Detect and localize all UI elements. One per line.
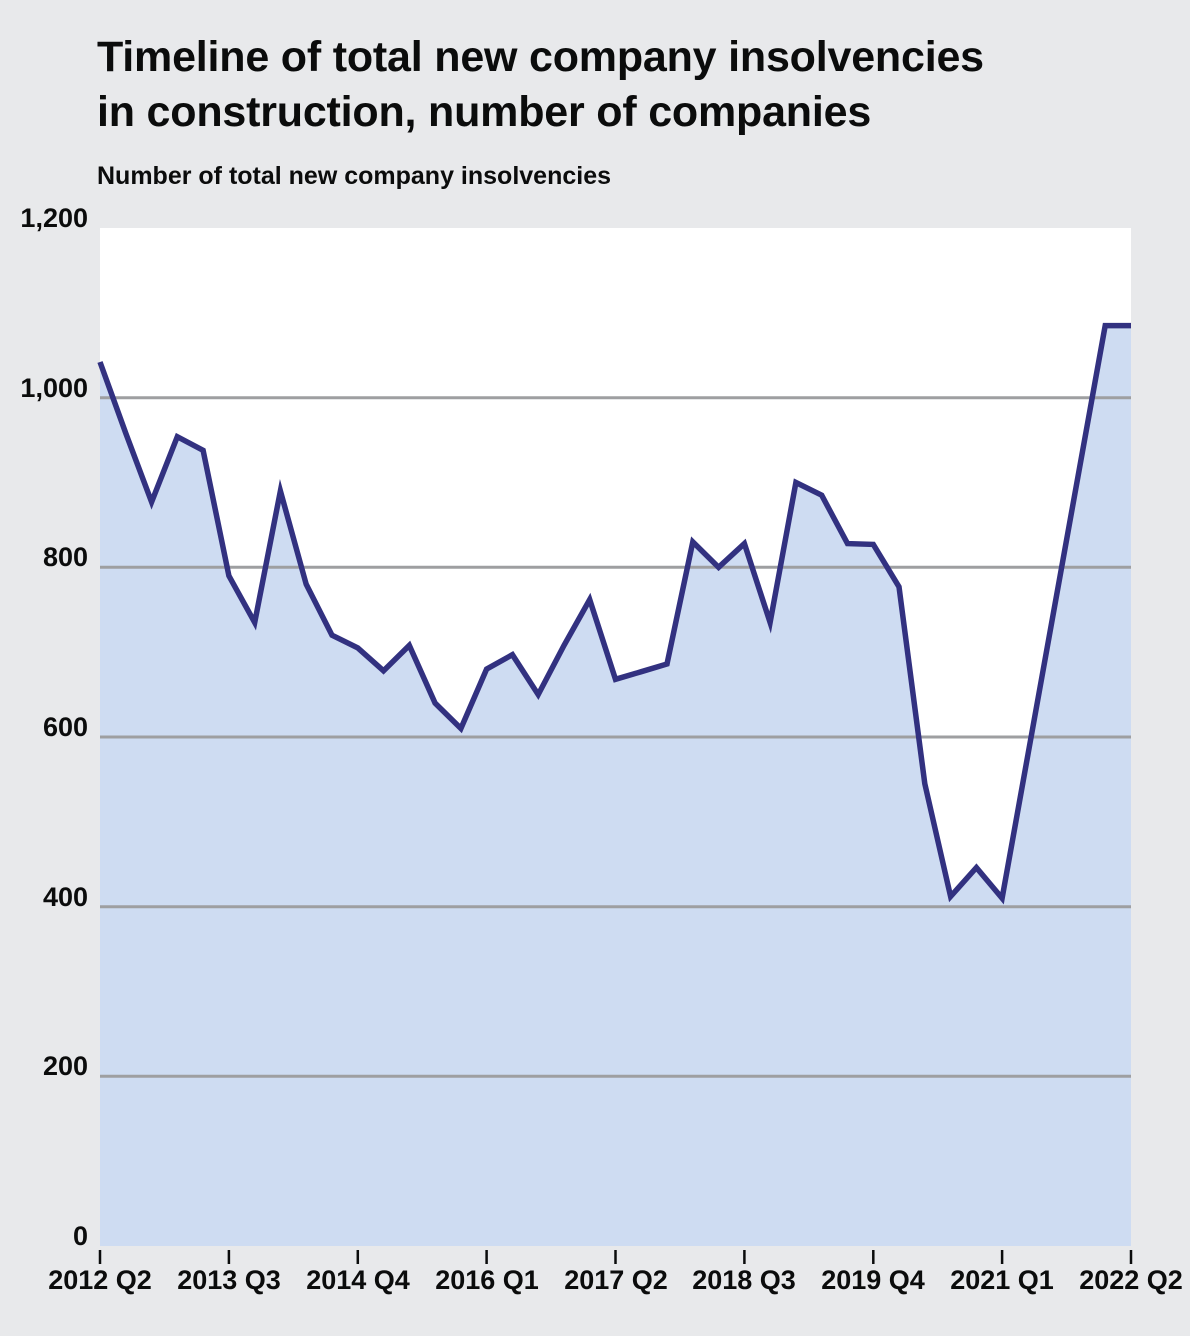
- y-axis-label-1200: 1,200: [20, 203, 88, 233]
- y-axis-label-1000: 1,000: [20, 373, 88, 403]
- x-axis-label-2022-q2: 2022 Q2: [1079, 1265, 1183, 1295]
- x-axis-label-2014-q4: 2014 Q4: [306, 1265, 410, 1295]
- y-axis-label-0: 0: [72, 1221, 88, 1251]
- y-axis-label-400: 400: [42, 882, 88, 912]
- y-axis-label-200: 200: [42, 1051, 88, 1081]
- x-axis-label-2012-q2: 2012 Q2: [48, 1265, 152, 1295]
- insolvencies-line: [97, 322, 1131, 905]
- x-axis-label-2018-q3: 2018 Q3: [692, 1265, 796, 1295]
- x-axis-label-2019-q4: 2019 Q4: [821, 1265, 925, 1295]
- x-axis-label-2017-q2: 2017 Q2: [564, 1265, 668, 1295]
- x-axis-label-2021-q1: 2021 Q1: [950, 1265, 1054, 1295]
- y-axis-label-600: 600: [42, 712, 88, 742]
- x-axis-label-2016-q1: 2016 Q1: [435, 1265, 539, 1295]
- chart-subtitle: Number of total new company insolvencies: [97, 162, 612, 190]
- y-axis-label-800: 800: [42, 542, 88, 572]
- area-fill: [100, 325, 1131, 1247]
- chart-title: Timeline of total new company insolvenci…: [97, 33, 984, 136]
- x-axis-label-2013-q3: 2013 Q3: [177, 1265, 281, 1295]
